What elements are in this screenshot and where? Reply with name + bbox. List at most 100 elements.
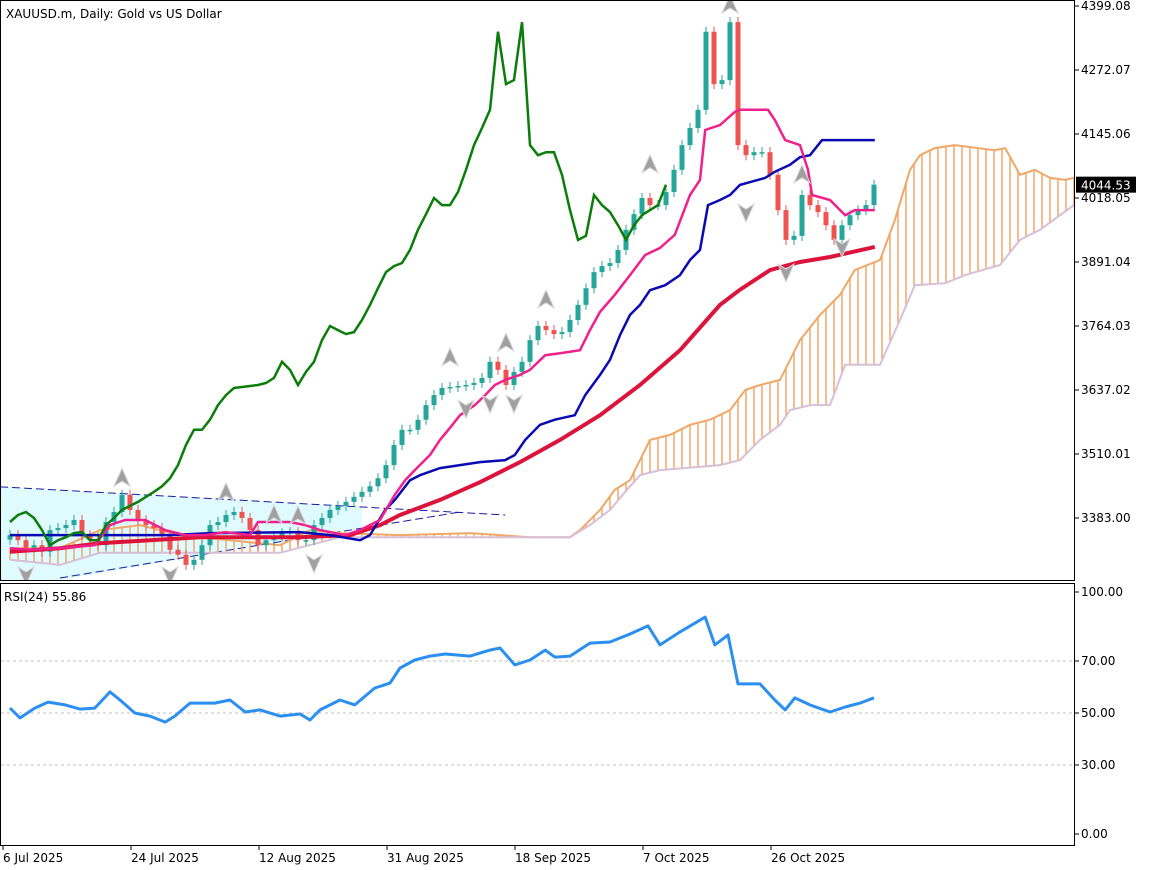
candle[interactable]	[823, 207, 829, 231]
candle-body	[799, 195, 805, 236]
candle[interactable]	[375, 473, 381, 492]
candle[interactable]	[239, 506, 245, 524]
candle[interactable]	[631, 209, 637, 235]
candle[interactable]	[279, 528, 285, 543]
candle[interactable]	[687, 122, 693, 151]
candle[interactable]	[783, 205, 789, 245]
candle[interactable]	[215, 517, 221, 531]
candle[interactable]	[503, 364, 509, 391]
candle[interactable]	[199, 540, 205, 565]
candle[interactable]	[863, 200, 869, 216]
candle[interactable]	[431, 390, 437, 411]
candle[interactable]	[759, 147, 765, 158]
candle[interactable]	[815, 200, 821, 218]
candle[interactable]	[743, 140, 749, 161]
candle-body	[703, 31, 709, 110]
candle[interactable]	[839, 220, 845, 245]
moving-average-line	[9, 244, 876, 554]
candle[interactable]	[791, 230, 797, 245]
candle[interactable]	[223, 509, 229, 528]
candle[interactable]	[463, 379, 469, 392]
rsi-tick-label: 50.00	[1081, 706, 1115, 720]
candle-body	[23, 540, 29, 548]
candle[interactable]	[607, 257, 613, 272]
candle[interactable]	[679, 140, 685, 175]
candle[interactable]	[159, 523, 165, 541]
candle-body	[727, 22, 733, 81]
candle[interactable]	[591, 267, 597, 294]
candle[interactable]	[471, 377, 477, 391]
channel-lower-line[interactable]	[59, 511, 461, 579]
candle[interactable]	[855, 205, 861, 221]
candle[interactable]	[119, 489, 125, 518]
candle[interactable]	[575, 299, 581, 326]
candle[interactable]	[527, 335, 533, 367]
candle[interactable]	[439, 382, 445, 401]
candle[interactable]	[647, 192, 653, 211]
candle[interactable]	[479, 372, 485, 389]
candle[interactable]	[231, 506, 237, 521]
candle[interactable]	[175, 544, 181, 560]
candle[interactable]	[391, 439, 397, 471]
candle[interactable]	[735, 17, 741, 151]
candle[interactable]	[327, 504, 333, 524]
candle[interactable]	[871, 179, 877, 211]
candle[interactable]	[455, 380, 461, 393]
candle[interactable]	[551, 325, 557, 340]
candle[interactable]	[71, 514, 77, 531]
candle[interactable]	[47, 525, 53, 557]
candle[interactable]	[719, 75, 725, 90]
candle[interactable]	[567, 314, 573, 338]
candle[interactable]	[495, 356, 501, 375]
candle[interactable]	[663, 186, 669, 211]
candle[interactable]	[415, 414, 421, 435]
candle[interactable]	[703, 26, 709, 115]
candle[interactable]	[831, 220, 837, 245]
candle[interactable]	[615, 244, 621, 269]
candle[interactable]	[535, 320, 541, 346]
candle[interactable]	[63, 520, 69, 534]
candle[interactable]	[807, 189, 813, 211]
candle[interactable]	[511, 366, 517, 391]
candle[interactable]	[7, 530, 13, 545]
candle-body	[375, 478, 381, 487]
candle[interactable]	[367, 481, 373, 497]
candle[interactable]	[407, 424, 413, 435]
candle[interactable]	[583, 283, 589, 310]
candle[interactable]	[15, 530, 21, 546]
candle[interactable]	[127, 489, 133, 515]
candle[interactable]	[183, 549, 189, 570]
candle[interactable]	[319, 512, 325, 531]
candle[interactable]	[447, 381, 453, 394]
candle[interactable]	[799, 189, 805, 241]
candle[interactable]	[335, 500, 341, 515]
candle[interactable]	[151, 520, 157, 534]
candle[interactable]	[55, 523, 61, 536]
candle[interactable]	[359, 486, 365, 502]
rsi-panel[interactable]	[1, 615, 1074, 766]
fractal-up-arrow-icon	[440, 346, 460, 368]
candle[interactable]	[599, 261, 605, 278]
candle[interactable]	[695, 104, 701, 134]
candle[interactable]	[543, 320, 549, 336]
channel-upper-line[interactable]	[0, 486, 506, 516]
candle-body	[711, 31, 717, 85]
candle[interactable]	[671, 164, 677, 198]
candle-body	[583, 288, 589, 305]
candle[interactable]	[487, 356, 493, 383]
candle[interactable]	[383, 460, 389, 484]
candle[interactable]	[423, 400, 429, 425]
candle[interactable]	[559, 327, 565, 340]
candle[interactable]	[135, 504, 141, 526]
candle[interactable]	[399, 424, 405, 450]
candle[interactable]	[343, 496, 349, 511]
candle[interactable]	[143, 514, 149, 531]
candle[interactable]	[751, 147, 757, 161]
candle[interactable]	[711, 26, 717, 90]
price-panel[interactable]	[0, 0, 1074, 585]
candle[interactable]	[775, 169, 781, 216]
candle[interactable]	[351, 491, 357, 507]
candle[interactable]	[727, 17, 733, 86]
candle[interactable]	[191, 554, 197, 570]
